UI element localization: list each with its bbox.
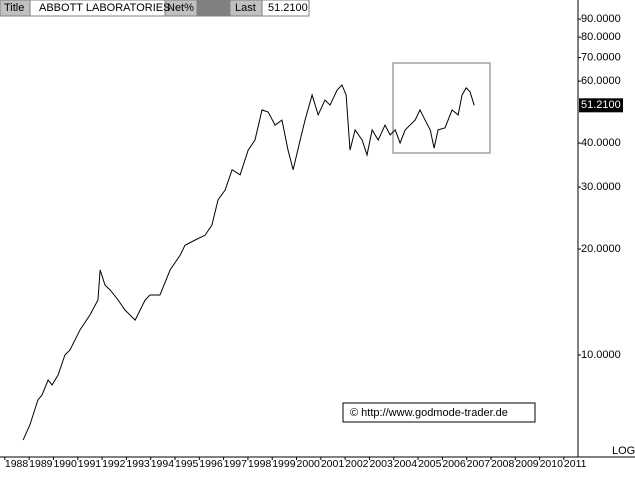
- scale-label: LOG: [612, 445, 635, 457]
- x-tick-label: 2003: [369, 458, 393, 470]
- x-tick-label: 1996: [199, 458, 223, 470]
- x-tick-label: 2006: [442, 458, 466, 470]
- x-tick-label: 1998: [248, 458, 272, 470]
- y-tick-label: 70.0000: [581, 51, 621, 63]
- y-tick-label: 30.0000: [581, 181, 621, 193]
- x-tick-label: 1989: [29, 458, 53, 470]
- y-tick-label: 20.0000: [581, 243, 621, 255]
- last-value-marker: [579, 98, 623, 113]
- x-tick-label: 2009: [515, 458, 539, 470]
- x-tick-label: 2004: [394, 458, 418, 470]
- price-line: [22, 84, 475, 441]
- x-tick-label: 2005: [418, 458, 442, 470]
- annotation: © http://www.godmode-trader.de: [350, 407, 508, 419]
- x-tick-label: 1999: [272, 458, 296, 470]
- x-tick-label: 1994: [151, 458, 175, 470]
- last-value-label: 51.2100: [581, 99, 621, 111]
- x-tick-label: 1990: [53, 458, 77, 470]
- annotation-box: [342, 402, 536, 423]
- header-text: 51.2100: [268, 2, 308, 14]
- header-cell: [196, 0, 231, 17]
- header: Title ABBOTT LABORATORIES Net% Last 51.2…: [0, 0, 310, 17]
- y-tick-label: 10.0000: [581, 349, 621, 361]
- x-tick-label: 2000: [297, 458, 321, 470]
- x-tick-label: 2011: [564, 458, 587, 470]
- header-text: Net%: [167, 2, 194, 14]
- header-text: Last: [235, 2, 256, 14]
- x-tick-label: 1991: [78, 458, 102, 470]
- x-tick-label: 1988: [5, 458, 29, 470]
- y-tick-label: 40.0000: [581, 137, 621, 149]
- header-text: Title: [4, 2, 24, 14]
- x-tick-label: 1993: [126, 458, 150, 470]
- x-tick-label: 1995: [175, 458, 199, 470]
- x-tick-label: 1997: [224, 458, 248, 470]
- x-tick-label: 2001: [321, 458, 345, 470]
- x-tick-label: 2010: [540, 458, 564, 470]
- header-text: ABBOTT LABORATORIES: [39, 2, 170, 14]
- highlight-box: [392, 62, 491, 154]
- y-tick-label: 60.0000: [581, 75, 621, 87]
- x-tick-label: 2008: [491, 458, 515, 470]
- x-tick-label: 1992: [102, 458, 126, 470]
- x-tick-label: 2007: [467, 458, 491, 470]
- y-tick-label: 80.0000: [581, 31, 621, 43]
- y-tick-label: 90.0000: [581, 13, 621, 25]
- header-cell: [261, 0, 310, 17]
- x-tick-label: 2002: [345, 458, 369, 470]
